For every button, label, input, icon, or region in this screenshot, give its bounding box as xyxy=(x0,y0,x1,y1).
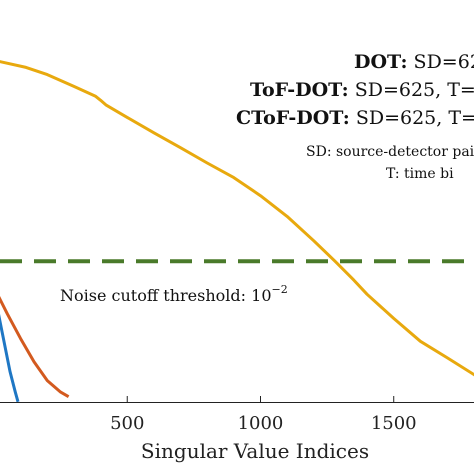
legend-entry-dot: DOT: SD=62 xyxy=(354,51,474,73)
legend-note-sd: SD: source-detector pai xyxy=(306,144,474,160)
noise-cutoff-label-exponent: −2 xyxy=(272,283,288,296)
x-axis-title: Singular Value Indices xyxy=(141,439,369,463)
series-ctof-dot-line xyxy=(0,313,20,403)
legend-entry-tof-dot-detail: SD=625, T=6 xyxy=(349,79,474,101)
x-tick-label: 1500 xyxy=(371,413,417,434)
legend-entry-tof-dot-name: ToF-DOT: xyxy=(250,79,349,101)
legend-entry-ctof-dot-detail: SD=625, T=6 xyxy=(350,107,474,129)
series-tof-dot-line xyxy=(0,295,70,399)
noise-cutoff-label-text: Noise cutoff threshold: 10 xyxy=(60,286,272,305)
x-tick-label: 500 xyxy=(110,413,144,434)
series-layer xyxy=(0,60,474,403)
noise-cutoff-label: Noise cutoff threshold: 10−2 xyxy=(60,283,288,305)
x-tick-label: 1000 xyxy=(238,413,284,434)
legend-note-t: T: time bi xyxy=(386,166,454,182)
legend-entry-dot-detail: SD=62 xyxy=(408,51,474,73)
legend-entry-ctof-dot-name: CToF-DOT: xyxy=(236,107,350,129)
x-ticks: 500 1000 1500 xyxy=(110,396,417,434)
legend: DOT: SD=62 ToF-DOT: SD=625, T=6 CToF-DOT… xyxy=(236,51,474,182)
legend-entry-dot-name: DOT: xyxy=(354,51,408,73)
legend-entry-ctof-dot: CToF-DOT: SD=625, T=6 xyxy=(236,107,474,129)
series-dot-line xyxy=(0,60,474,377)
legend-entry-tof-dot: ToF-DOT: SD=625, T=6 xyxy=(250,79,474,101)
